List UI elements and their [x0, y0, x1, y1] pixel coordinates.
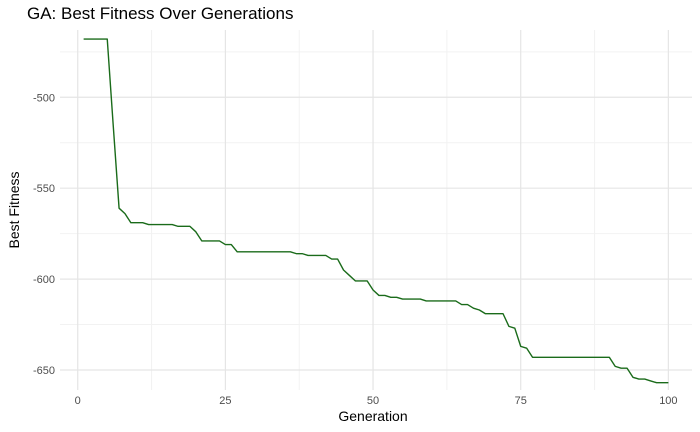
x-tick-labels: 0 25 50 75 100	[75, 395, 678, 407]
y-tick-label-3: -650	[33, 365, 55, 377]
plot-panel	[60, 30, 692, 390]
x-tick-label-4: 100	[659, 395, 677, 407]
y-tick-labels: -500 -550 -600 -650	[33, 92, 55, 377]
x-tick-label-2: 50	[367, 395, 379, 407]
series-layer	[83, 38, 669, 384]
x-tick-label-1: 25	[219, 395, 231, 407]
y-tick-label-0: -500	[33, 92, 55, 104]
chart-title: GA: Best Fitness Over Generations	[27, 4, 294, 23]
y-tick-label-1: -550	[33, 183, 55, 195]
x-axis-title: Generation	[338, 408, 407, 424]
series-line-0	[83, 38, 669, 384]
minor-gridlines	[60, 30, 692, 390]
x-tick-label-3: 75	[515, 395, 527, 407]
x-tick-label-0: 0	[75, 395, 81, 407]
major-gridlines	[60, 30, 692, 390]
y-axis-title: Best Fitness	[6, 171, 22, 248]
y-tick-label-2: -600	[33, 274, 55, 286]
